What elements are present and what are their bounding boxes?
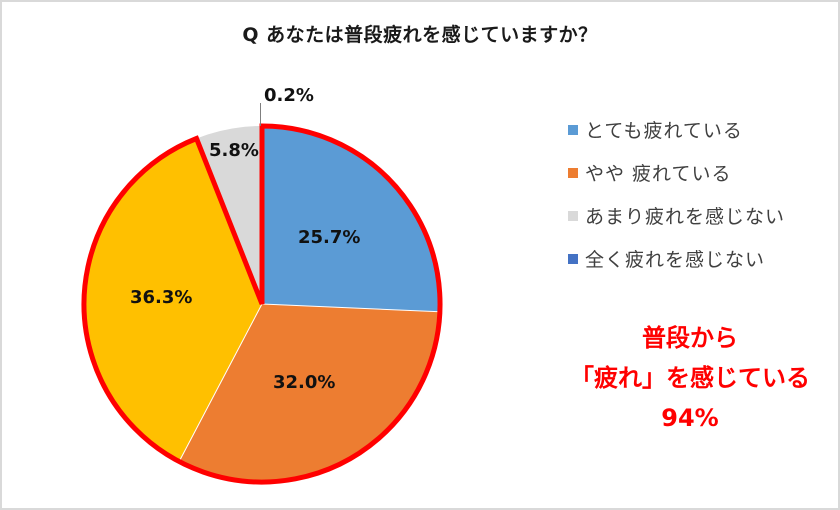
chart-legend: とても疲れている やや 疲れている あまり疲れを感じない 全く疲れを感じない [568, 108, 785, 280]
legend-item-not-very-tired[interactable]: あまり疲れを感じない [568, 194, 785, 237]
slice-divider [178, 303, 263, 462]
legend-item-somewhat-tired[interactable]: やや 疲れている [568, 151, 785, 194]
legend-swatch-icon [568, 167, 578, 178]
legend-item-not-tired-at-all[interactable]: 全く疲れを感じない [568, 237, 785, 280]
slice-divider [261, 303, 440, 313]
data-label-not-tired-at-all: 0.2% [264, 85, 314, 106]
legend-swatch-icon [568, 210, 578, 221]
legend-label: やや 疲れている [585, 163, 732, 185]
legend-label: あまり疲れを感じない [585, 206, 786, 228]
legend-swatch-icon [568, 253, 578, 264]
legend-label: とても疲れている [585, 120, 743, 142]
slice-tired-other[interactable] [83, 138, 262, 462]
data-label-very-tired: 25.7% [298, 227, 361, 248]
highlight-outline [81, 123, 443, 485]
callout-line-2: 「疲れ」を感じている [570, 364, 810, 392]
callout-line-3: 94% [661, 404, 719, 432]
callout-line-1: 普段から [642, 324, 738, 352]
summary-callout: 普段から 「疲れ」を感じている 94% [560, 318, 820, 438]
slice-somewhat-tired[interactable] [179, 304, 440, 483]
legend-swatch-icon [568, 124, 578, 135]
data-label-somewhat-tired: 32.0% [273, 372, 336, 393]
legend-item-very-tired[interactable]: とても疲れている [568, 108, 785, 151]
legend-label: 全く疲れを感じない [585, 249, 766, 271]
data-label-not-very-tired: 5.8% [209, 140, 259, 161]
chart-title: Q あなたは普段疲れを感じていますか？ [242, 24, 598, 46]
slice-very-tired[interactable] [262, 126, 440, 312]
data-label-tired-other: 36.3% [130, 287, 193, 308]
